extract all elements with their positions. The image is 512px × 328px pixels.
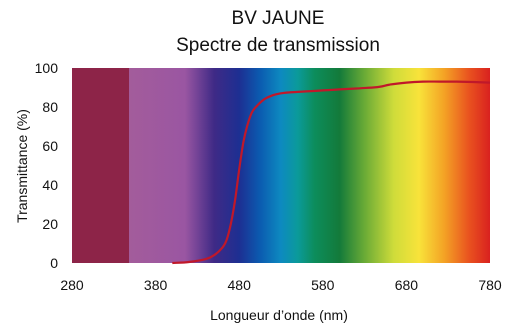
y-tick-label: 0 xyxy=(50,255,58,271)
chart-subtitle: Spectre de transmission xyxy=(176,35,380,56)
x-tick-label: 380 xyxy=(144,277,168,293)
y-tick-label: 20 xyxy=(42,216,58,232)
y-axis-label: Transmittance (%) xyxy=(14,109,30,223)
x-tick-label: 580 xyxy=(311,277,335,293)
x-tick-label: 680 xyxy=(395,277,419,293)
x-tick-label: 780 xyxy=(478,277,502,293)
y-tick-label: 80 xyxy=(42,99,58,115)
x-tick-label: 280 xyxy=(60,277,84,293)
chart-title: BV JAUNE xyxy=(232,8,325,29)
x-axis-label: Longueur d’onde (nm) xyxy=(210,307,348,323)
transmission-curve xyxy=(172,80,491,265)
plot-area xyxy=(72,68,490,263)
y-tick-label: 40 xyxy=(42,177,58,193)
x-tick-label: 480 xyxy=(228,277,252,293)
y-tick-label: 100 xyxy=(35,60,59,76)
y-tick-label: 60 xyxy=(42,138,58,154)
